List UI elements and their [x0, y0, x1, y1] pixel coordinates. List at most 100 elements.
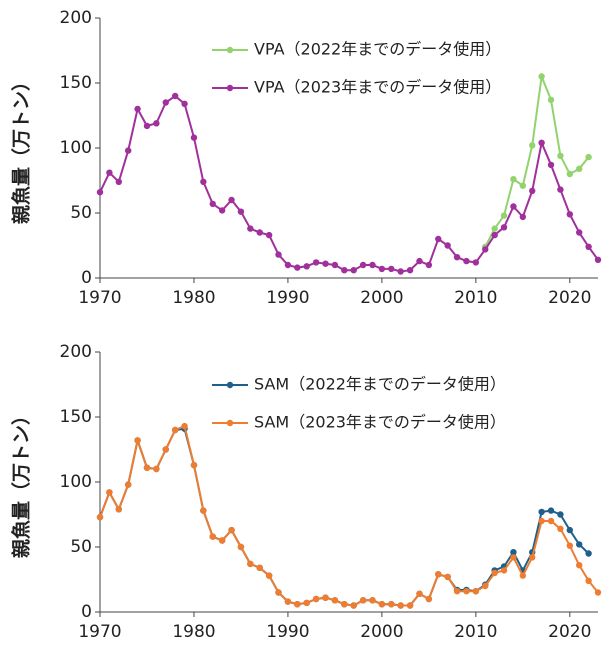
series-marker	[247, 560, 254, 568]
series-marker	[106, 489, 113, 496]
series-marker	[218, 207, 226, 214]
series-marker	[115, 178, 122, 185]
series-marker	[256, 564, 263, 571]
series-marker	[294, 601, 301, 608]
series-marker	[331, 261, 339, 269]
series-marker	[369, 597, 376, 604]
series-marker	[303, 263, 310, 270]
series-marker	[576, 165, 583, 172]
x-tick-label: 1970	[78, 288, 121, 308]
series-marker	[435, 235, 442, 243]
series-marker	[519, 572, 527, 579]
series-marker	[557, 511, 564, 518]
y-axis-label: 親魚量（万トン）	[10, 406, 33, 558]
x-tick-label: 1990	[266, 622, 309, 642]
series-marker	[369, 261, 376, 269]
legend-marker	[226, 419, 234, 427]
legend-label: VPA（2023年までのデータ使用）	[254, 78, 501, 97]
series-marker	[388, 265, 395, 273]
series-marker	[124, 481, 132, 488]
series-marker	[529, 142, 536, 149]
y-tick-label: 200	[60, 8, 92, 28]
series-marker	[585, 243, 592, 250]
series-marker	[162, 99, 169, 106]
series-marker	[510, 554, 517, 561]
series-marker	[425, 261, 433, 269]
series-marker	[491, 225, 498, 232]
series-marker	[228, 196, 235, 204]
series-marker	[510, 549, 517, 556]
series-marker	[472, 588, 480, 595]
x-tick-label: 2020	[548, 622, 591, 642]
series-marker	[538, 517, 545, 525]
series-marker	[350, 267, 357, 274]
series-marker	[500, 224, 508, 231]
series-marker	[576, 562, 583, 569]
legend-marker	[226, 84, 234, 92]
series-marker	[190, 461, 198, 469]
series-marker	[566, 170, 574, 178]
series-marker	[171, 92, 179, 100]
y-tick-label: 100	[60, 138, 92, 158]
series-marker	[529, 554, 536, 561]
series-marker	[284, 598, 292, 605]
legend-label: SAM（2023年までのデータ使用）	[254, 413, 506, 432]
series-marker	[284, 261, 292, 269]
series-marker	[350, 602, 357, 609]
series-marker	[529, 187, 536, 195]
series-marker	[547, 517, 555, 525]
series-marker	[585, 153, 592, 161]
series-marker	[547, 96, 555, 104]
x-tick-label: 2020	[548, 288, 591, 308]
series-marker	[557, 186, 564, 193]
series-marker	[143, 122, 151, 130]
y-tick-label: 0	[81, 602, 92, 622]
chart: 0 50 100 150 200 1970 1980 1990 2000 2010 2020 親魚量（…	[10, 8, 602, 308]
series-marker	[576, 229, 583, 236]
series-marker	[303, 599, 310, 607]
series-marker	[218, 537, 226, 544]
y-tick-label: 150	[60, 407, 92, 427]
series-marker	[491, 569, 498, 577]
series-marker	[247, 225, 254, 232]
chart: 0 50 100 150 200 1970 1980 1990 2000 2010 2020 親魚量（…	[10, 342, 602, 642]
series-marker	[378, 601, 386, 608]
series-marker	[228, 526, 235, 534]
series-marker	[331, 597, 339, 604]
series-marker	[209, 533, 216, 540]
series-marker	[322, 594, 329, 601]
x-tick-label: 1980	[172, 622, 215, 642]
series-marker	[538, 73, 545, 80]
series-marker	[519, 213, 527, 221]
series-marker	[153, 465, 160, 473]
series-marker	[576, 541, 583, 548]
series-marker	[181, 100, 188, 108]
series-marker	[275, 589, 282, 596]
series-marker	[444, 242, 451, 249]
series-marker	[585, 550, 592, 557]
series-marker	[209, 200, 216, 208]
series-marker	[482, 582, 489, 590]
series-marker	[181, 422, 188, 430]
series-marker	[341, 267, 348, 274]
legend-label: SAM（2022年までのデータ使用）	[254, 375, 506, 394]
series-marker	[171, 426, 179, 434]
series-marker	[416, 257, 423, 265]
series-marker	[444, 573, 451, 581]
series-marker	[594, 589, 602, 596]
series-marker	[463, 588, 470, 595]
series-line	[99, 427, 590, 607]
series-marker	[406, 602, 414, 609]
series-marker	[472, 259, 480, 266]
x-tick-label: 2000	[360, 288, 403, 308]
y-tick-label: 200	[60, 342, 92, 362]
series-marker	[312, 595, 320, 603]
series-marker	[237, 543, 245, 551]
series-marker	[397, 602, 404, 609]
series-marker	[510, 176, 517, 183]
y-tick-label: 0	[81, 268, 92, 288]
series-marker	[265, 231, 273, 239]
series-marker	[594, 256, 602, 263]
series-marker	[482, 246, 489, 253]
